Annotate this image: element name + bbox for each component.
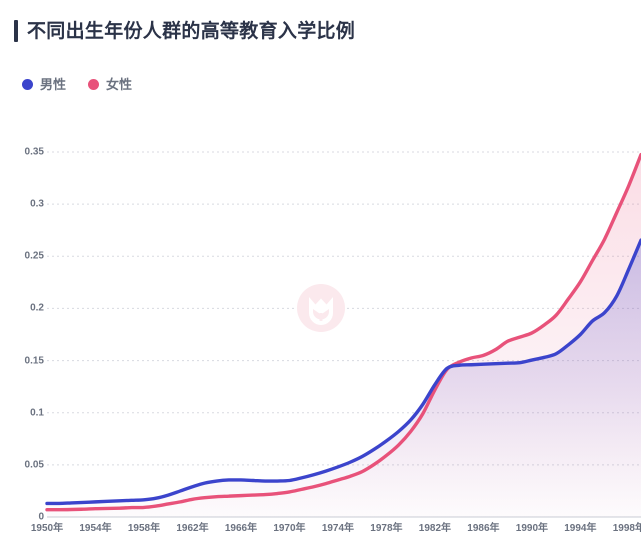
x-axis-tick-label: 1966年 (224, 523, 258, 534)
y-axis-tick-label: 0.3 (30, 198, 44, 210)
legend-item-male[interactable]: 男性 (22, 78, 66, 91)
x-axis-tick-label: 1974年 (321, 523, 355, 534)
y-axis-tick-label: 0.2 (30, 302, 44, 314)
y-axis-tick-label: 0.15 (24, 355, 44, 367)
area-fill-female (47, 154, 641, 518)
y-axis-tick-label: 0 (38, 511, 44, 523)
series-line-female (45, 152, 641, 512)
x-axis-tick-label: 1954年 (79, 523, 112, 534)
x-axis-tick-label: 1994年 (564, 523, 597, 534)
x-axis-tick-label: 1990年 (515, 523, 549, 534)
legend-item-female[interactable]: 女性 (88, 78, 132, 91)
page-title: 不同出生年份人群的高等教育入学比例 (14, 20, 355, 42)
chart-legend: 男性 女性 (22, 78, 132, 91)
x-axis-tick-label: 1958年 (127, 523, 161, 534)
title-accent-bar (14, 20, 18, 42)
y-axis-labels: 0 0.05 0.1 0.15 0.2 0.25 0.3 0.35 (0, 0, 52, 537)
chart-gridlines (47, 151, 641, 518)
y-axis-tick-label: 0.1 (30, 407, 44, 419)
x-axis-tick-label: 1978年 (370, 523, 403, 534)
x-axis-tick-label: 1950年 (30, 523, 64, 534)
legend-label-female: 女性 (106, 77, 133, 92)
series-line-male (45, 238, 641, 506)
area-fill-male (47, 240, 641, 517)
x-axis-tick-label: 1982年 (418, 523, 452, 534)
y-axis-tick-label: 0.35 (24, 146, 44, 158)
chart-lines (45, 152, 641, 512)
circle-marker-icon (88, 79, 100, 90)
y-axis-tick-label: 0.25 (24, 250, 44, 262)
x-axis-tick-label: 1962年 (176, 523, 209, 534)
x-axis-tick-label: 1970年 (273, 523, 306, 534)
y-axis-tick-label: 0.05 (24, 459, 44, 471)
chart-areas (47, 154, 641, 518)
legend-label-male: 男性 (40, 77, 67, 92)
site-logo-watermark-icon (296, 283, 346, 333)
circle-marker-icon (22, 79, 33, 90)
x-axis-tick-label: 1998年 (612, 523, 641, 534)
x-axis-tick-label: 1986年 (467, 523, 500, 534)
x-axis-labels: 1950年 1954年 1958年 1962年 1966年 1970年 1974年 1978年… (0, 519, 641, 537)
title-text: 不同出生年份人群的高等教育入学比例 (27, 20, 356, 42)
